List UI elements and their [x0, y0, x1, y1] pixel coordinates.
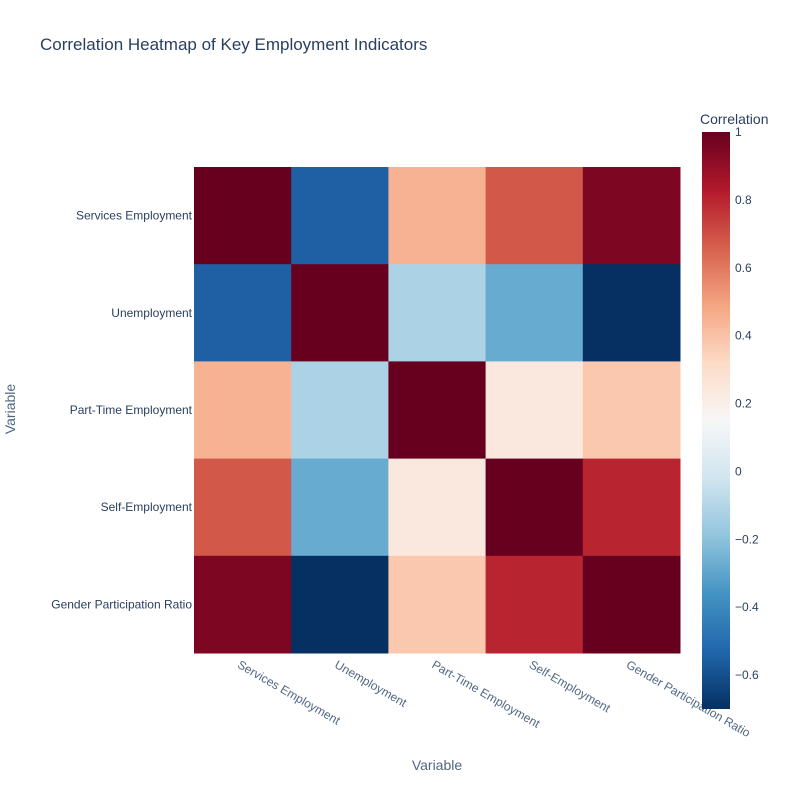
x-tick-label: Services Employment: [235, 657, 343, 727]
colorbar-tick-label: 0.4: [735, 329, 752, 343]
colorbar-ticks: 1 0.8 0.6 0.4 0.2 0 −0.2 −0.4 −0.6: [735, 125, 759, 682]
heatmap-cell: [194, 264, 292, 362]
heatmap-cell: [485, 167, 584, 265]
colorbar-tick-label: −0.4: [735, 600, 759, 614]
y-tick-label: Self-Employment: [101, 500, 193, 514]
x-tick-label: Gender Participation Ratio: [624, 657, 753, 740]
heatmap-cell: [388, 167, 487, 265]
colorbar-tick-label: 0.2: [735, 397, 752, 411]
heatmap-cell: [194, 555, 292, 654]
heatmap-cell: [485, 264, 584, 362]
heatmap-cell: [485, 361, 584, 460]
heatmap-cell: [388, 264, 487, 362]
heatmap-cell: [291, 458, 389, 557]
y-axis-ticks: Services Employment Unemployment Part-Time…: [51, 209, 192, 612]
heatmap-cell: [291, 361, 389, 460]
heatmap-cell: [194, 458, 292, 557]
colorbar-tick-label: −0.6: [735, 668, 759, 682]
heatmap-cell: [582, 264, 681, 362]
heatmap-cell: [582, 458, 681, 557]
heatmap-cell: [582, 555, 681, 654]
colorbar-tick-label: 0.6: [735, 261, 752, 275]
heatmap-cell: [388, 555, 487, 654]
x-tick-label: Unemployment: [332, 657, 409, 710]
y-axis-title: Variable: [2, 384, 18, 435]
heatmap-cell: [291, 555, 389, 654]
y-tick-label: Unemployment: [111, 306, 192, 320]
heatmap-cell: [388, 361, 487, 460]
heatmap-cell: [582, 167, 681, 265]
heatmap-cell: [485, 458, 584, 557]
colorbar-tick-label: 0: [735, 464, 742, 478]
heatmap-cells: [194, 167, 681, 654]
heatmap-cell: [291, 167, 389, 265]
colorbar: [702, 132, 730, 709]
heatmap-cell: [194, 167, 292, 265]
y-tick-label: Services Employment: [76, 209, 193, 223]
x-tick-label: Part-Time Employment: [430, 657, 543, 731]
chart-title: Correlation Heatmap of Key Employment In…: [40, 35, 427, 54]
y-tick-label: Gender Participation Ratio: [51, 597, 192, 611]
colorbar-title: Correlation: [700, 111, 768, 127]
colorbar-tick-label: −0.2: [735, 532, 759, 546]
y-tick-label: Part-Time Employment: [70, 403, 193, 417]
colorbar-tick-label: 1: [735, 125, 742, 139]
x-axis-title: Variable: [412, 757, 463, 773]
colorbar-tick-label: 0.8: [735, 193, 752, 207]
x-tick-label: Self-Employment: [527, 657, 614, 715]
heatmap-cell: [388, 458, 487, 557]
heatmap-cell: [291, 264, 389, 362]
heatmap-cell: [194, 361, 292, 460]
heatmap-cell: [582, 361, 681, 460]
heatmap-cell: [485, 555, 584, 654]
